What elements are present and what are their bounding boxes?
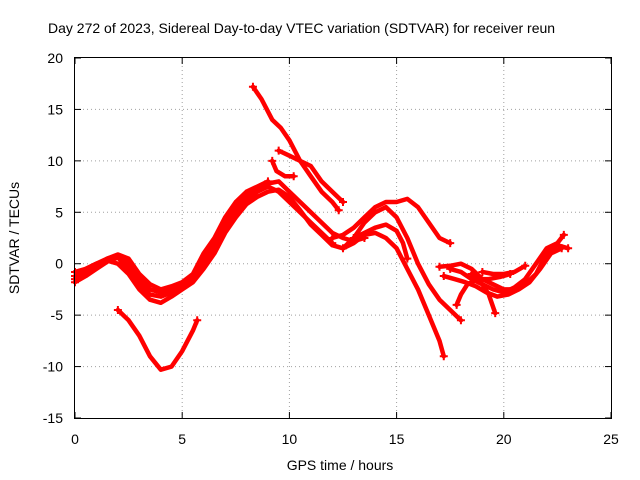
y-axis-label: SDTVAR / TECUs bbox=[6, 182, 22, 294]
x-tick-label: 0 bbox=[71, 431, 79, 447]
chart-title: Day 272 of 2023, Sidereal Day-to-day VTE… bbox=[48, 20, 555, 36]
x-axis-label: GPS time / hours bbox=[287, 457, 394, 473]
y-tick-label: 5 bbox=[55, 204, 63, 220]
y-tick-label: 15 bbox=[47, 101, 63, 117]
series-sat-j bbox=[340, 204, 464, 323]
y-tick-label: 0 bbox=[55, 256, 63, 272]
point-marker bbox=[521, 261, 530, 270]
y-tick-label: -5 bbox=[51, 307, 64, 323]
point-marker bbox=[446, 264, 455, 273]
plot-frame bbox=[74, 57, 612, 419]
point-marker bbox=[349, 234, 358, 242]
point-marker bbox=[334, 206, 343, 215]
point-marker bbox=[289, 172, 298, 181]
grid bbox=[75, 58, 611, 418]
point-marker bbox=[403, 254, 412, 263]
y-tick-label: -15 bbox=[43, 410, 63, 426]
point-marker bbox=[193, 316, 202, 325]
series-sat-b bbox=[72, 187, 447, 359]
series-sat-i bbox=[330, 196, 453, 246]
point-marker bbox=[452, 300, 461, 309]
data-traces bbox=[71, 82, 573, 372]
series-sat-k bbox=[351, 222, 410, 261]
series-sat-c bbox=[72, 179, 367, 299]
series-sat-q bbox=[480, 263, 528, 277]
point-marker bbox=[456, 316, 465, 325]
point-marker bbox=[263, 177, 272, 186]
point-marker bbox=[491, 309, 500, 318]
x-tick-label: 20 bbox=[496, 431, 512, 447]
series-sat-g bbox=[269, 158, 296, 179]
x-tick-label: 15 bbox=[389, 431, 405, 447]
point-marker bbox=[439, 352, 448, 361]
point-marker bbox=[467, 270, 476, 278]
x-tick-label: 25 bbox=[603, 431, 619, 447]
y-tick-label: 10 bbox=[47, 153, 63, 169]
tick-labels: 0 5 10 15 20 25 -15 -10 -5 0 5 10 15 20 bbox=[43, 50, 619, 447]
point-marker bbox=[268, 156, 277, 165]
point-marker bbox=[439, 272, 448, 281]
x-tick-label: 5 bbox=[178, 431, 186, 447]
point-marker bbox=[328, 234, 337, 242]
point-marker bbox=[113, 306, 122, 314]
series-sat-f bbox=[276, 148, 346, 205]
y-tick-label: -10 bbox=[43, 359, 63, 375]
series-sat-m bbox=[447, 232, 567, 295]
point-marker bbox=[559, 230, 568, 239]
series-sat-l bbox=[437, 242, 571, 292]
point-marker bbox=[435, 262, 444, 271]
point-marker bbox=[274, 146, 283, 155]
series-sat-h bbox=[115, 307, 200, 372]
point-marker bbox=[248, 82, 257, 91]
series-sat-d bbox=[72, 179, 271, 292]
y-tick-label: 20 bbox=[47, 50, 63, 66]
series-sat-e bbox=[250, 84, 341, 213]
series-sat-p bbox=[454, 271, 513, 308]
point-marker bbox=[339, 198, 347, 206]
x-tick-label: 10 bbox=[282, 431, 298, 447]
point-marker bbox=[339, 244, 347, 253]
point-marker bbox=[478, 267, 487, 276]
series-sat-n bbox=[441, 246, 564, 299]
point-marker bbox=[446, 239, 455, 248]
point-marker bbox=[557, 244, 566, 253]
